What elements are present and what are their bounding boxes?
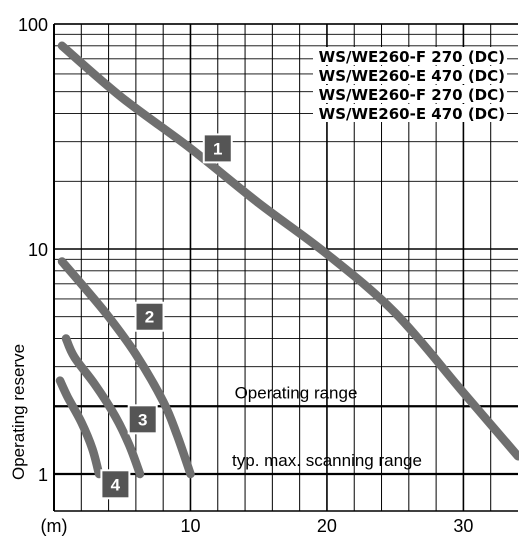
badge-label: 3	[138, 410, 147, 429]
x-tick-label: 10	[180, 516, 200, 536]
legend-bg	[313, 85, 507, 103]
series-badge-1: 1	[202, 133, 233, 164]
series-line-1	[57, 41, 519, 461]
x-tick-label: 20	[317, 516, 337, 536]
series-line-4	[55, 376, 104, 479]
series-badge-3: 3	[127, 404, 158, 435]
tick-labels: 1 10 100 10 20 30	[18, 15, 473, 536]
badge-box	[134, 301, 165, 332]
band-label: Operating range	[235, 383, 358, 402]
legend: WS/WE260-F 270 (DC)WS/WE260-E 470 (DC)WS…	[313, 47, 507, 123]
badge-box	[127, 404, 158, 435]
badge-label: 1	[213, 139, 222, 158]
legend-bg	[313, 104, 507, 122]
legend-entry: WS/WE260-F 270 (DC)	[319, 86, 505, 104]
y-axis-label: Operating reserve	[9, 344, 28, 480]
legend-entry: WS/WE260-E 470 (DC)	[319, 105, 505, 123]
series-badge-4: 4	[100, 469, 131, 500]
band-label: typ. max. scanning range	[232, 451, 422, 470]
legend-entry: WS/WE260-E 470 (DC)	[319, 67, 505, 85]
range-bands: Operating range typ. max. scanning range	[54, 383, 518, 476]
badge-label: 2	[145, 308, 154, 327]
y-tick-label: 10	[28, 240, 48, 260]
y-tick-label: 100	[18, 15, 48, 35]
badge-box	[202, 133, 233, 164]
series-line-2	[57, 257, 195, 479]
legend-entry: WS/WE260-F 270 (DC)	[319, 48, 505, 66]
series-badges: 1 2 3 4	[100, 133, 233, 500]
x-tick-label: 30	[453, 516, 473, 536]
badge-box	[100, 469, 131, 500]
y-tick-label: 1	[38, 465, 48, 485]
legend-bg	[313, 47, 507, 65]
series-badge-2: 2	[134, 301, 165, 332]
badge-label: 4	[111, 475, 121, 494]
series-line-3	[61, 334, 145, 479]
legend-bg	[313, 66, 507, 84]
series-group	[55, 41, 519, 479]
x-unit-label: (m)	[41, 516, 68, 536]
